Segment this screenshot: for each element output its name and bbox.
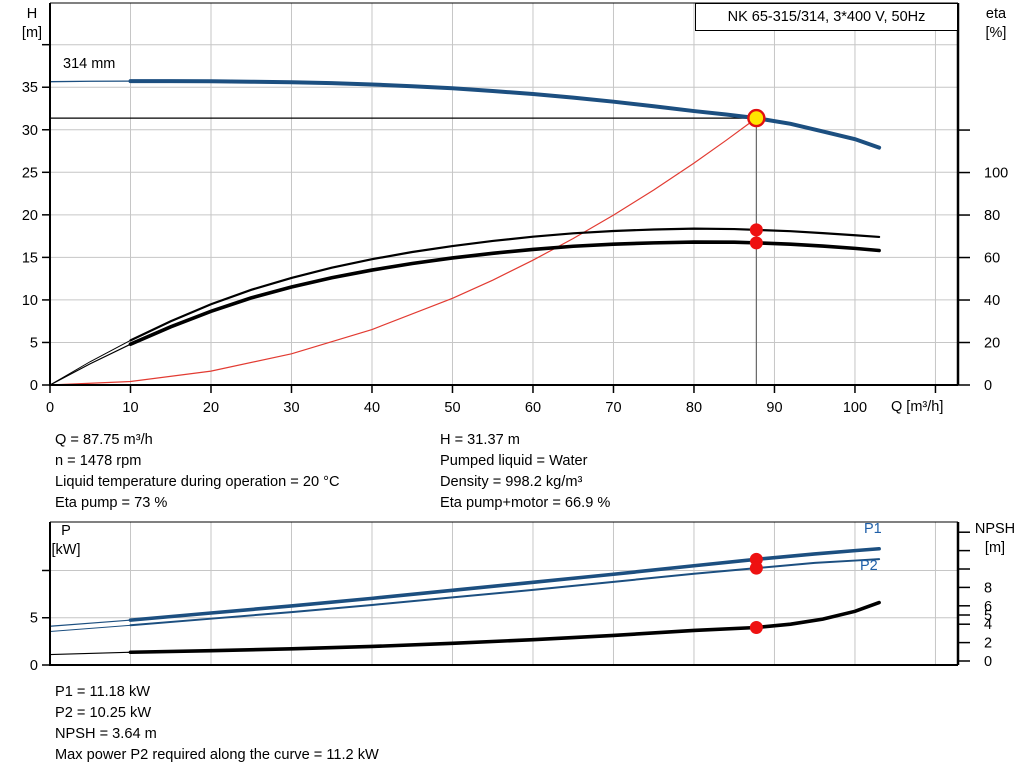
right-axis-tick-label: 20 <box>984 336 1000 352</box>
max-power-value: Max power P2 required along the curve = … <box>55 747 379 763</box>
left-axis-tick-label: 15 <box>22 250 38 266</box>
npsh-point <box>749 621 763 635</box>
pump-title-box: NK 65-315/314, 3*400 V, 50Hz <box>695 3 958 31</box>
curve-head <box>128 79 882 150</box>
x-axis-tick-label: 40 <box>364 400 380 416</box>
impeller-diameter-label: 314 mm <box>63 56 116 72</box>
right-axis-tick-label: 80 <box>984 208 1000 224</box>
curve-npsh-lead <box>49 651 131 656</box>
curve-npsh <box>128 600 881 655</box>
right-axis-tick-label: 100 <box>984 166 1008 182</box>
x-axis-tick-label: 30 <box>283 400 299 416</box>
head-value: H = 31.37 m <box>440 432 520 448</box>
curve-p1-lead <box>49 619 131 627</box>
curve-system-curve <box>49 117 757 386</box>
right-axis-tick-label: 0 <box>984 378 992 394</box>
flow-value: Q = 87.75 m³/h <box>55 432 153 448</box>
q-axis-title: Q [m³/h] <box>891 399 944 415</box>
right-axis-tick-label: 2 <box>984 636 992 652</box>
npsh-axis-title: NPSH [m] <box>974 521 1016 556</box>
operating-data-left: Q = 87.75 m³/h n = 1478 rpm Liquid tempe… <box>55 430 340 514</box>
density-value: Density = 998.2 kg/m³ <box>440 474 583 490</box>
x-axis-tick-label: 70 <box>605 400 621 416</box>
x-axis-tick-label: 50 <box>444 400 460 416</box>
operating-data-right: H = 31.37 m Pumped liquid = Water Densit… <box>440 430 610 514</box>
eta-pump-point <box>749 223 763 237</box>
x-axis-tick-label: 20 <box>203 400 219 416</box>
eta-pump-motor-point <box>749 236 763 250</box>
npsh-value: NPSH = 3.64 m <box>55 726 157 742</box>
x-axis-tick-label: 80 <box>686 400 702 416</box>
left-axis-tick-label: 25 <box>22 165 38 181</box>
pumped-liquid-value: Pumped liquid = Water <box>440 453 588 469</box>
right-axis-tick-label: 0 <box>984 654 992 670</box>
x-axis-tick-label: 100 <box>843 400 867 416</box>
left-axis-tick-label: 5 <box>30 335 38 351</box>
x-axis-tick-label: 10 <box>122 400 138 416</box>
eta-pump-value: Eta pump = 73 % <box>55 495 168 511</box>
x-axis-tick-label: 0 <box>46 400 54 416</box>
curve-p2-lead <box>49 624 131 632</box>
right-axis-tick-label: 60 <box>984 251 1000 267</box>
duty-point <box>747 108 766 128</box>
left-axis-tick-label: 30 <box>22 123 38 139</box>
left-axis-tick-label: 35 <box>22 80 38 96</box>
curve-eta-pump <box>129 227 881 342</box>
right-axis-tick-label: 4 <box>984 617 992 633</box>
liquid-temperature-value: Liquid temperature during operation = 20… <box>55 474 340 490</box>
p1-value: P1 = 11.18 kW <box>55 684 151 700</box>
eta-pump-motor-value: Eta pump+motor = 66.9 % <box>440 495 611 511</box>
curve-p2 <box>129 558 881 627</box>
left-axis-tick-label: 0 <box>30 658 38 674</box>
left-axis-tick-label: 10 <box>22 293 38 309</box>
right-axis-tick-label: 5 <box>984 608 992 624</box>
p2-curve-label: P2 <box>860 558 878 574</box>
left-axis-tick-label: 0 <box>30 378 38 394</box>
power-data: P1 = 11.18 kW P2 = 10.25 kW NPSH = 3.64 … <box>55 682 379 766</box>
curve-head-lead <box>49 80 131 83</box>
h-axis-title: H [m] <box>21 6 43 41</box>
curve-eta-pump-motor-lead <box>49 343 131 386</box>
left-axis-tick-label: 20 <box>22 208 38 224</box>
speed-value: n = 1478 rpm <box>55 453 142 469</box>
curve-eta-pump-lead <box>49 339 131 386</box>
p2-point <box>749 561 763 575</box>
right-axis-tick-label: 8 <box>984 580 992 596</box>
p1-curve-label: P1 <box>864 521 882 537</box>
right-axis-tick-label: 40 <box>984 293 1000 309</box>
curve-eta-pump-motor <box>128 240 881 347</box>
p2-value: P2 = 10.25 kW <box>55 705 152 721</box>
p-axis-title: P [kW] <box>51 523 81 558</box>
curve-p1 <box>128 546 881 622</box>
left-axis-tick-label: 5 <box>30 611 38 627</box>
eta-axis-title: eta [%] <box>985 6 1007 41</box>
x-axis-tick-label: 60 <box>525 400 541 416</box>
x-axis-tick-label: 90 <box>766 400 782 416</box>
right-axis-tick-label: 6 <box>984 599 992 615</box>
